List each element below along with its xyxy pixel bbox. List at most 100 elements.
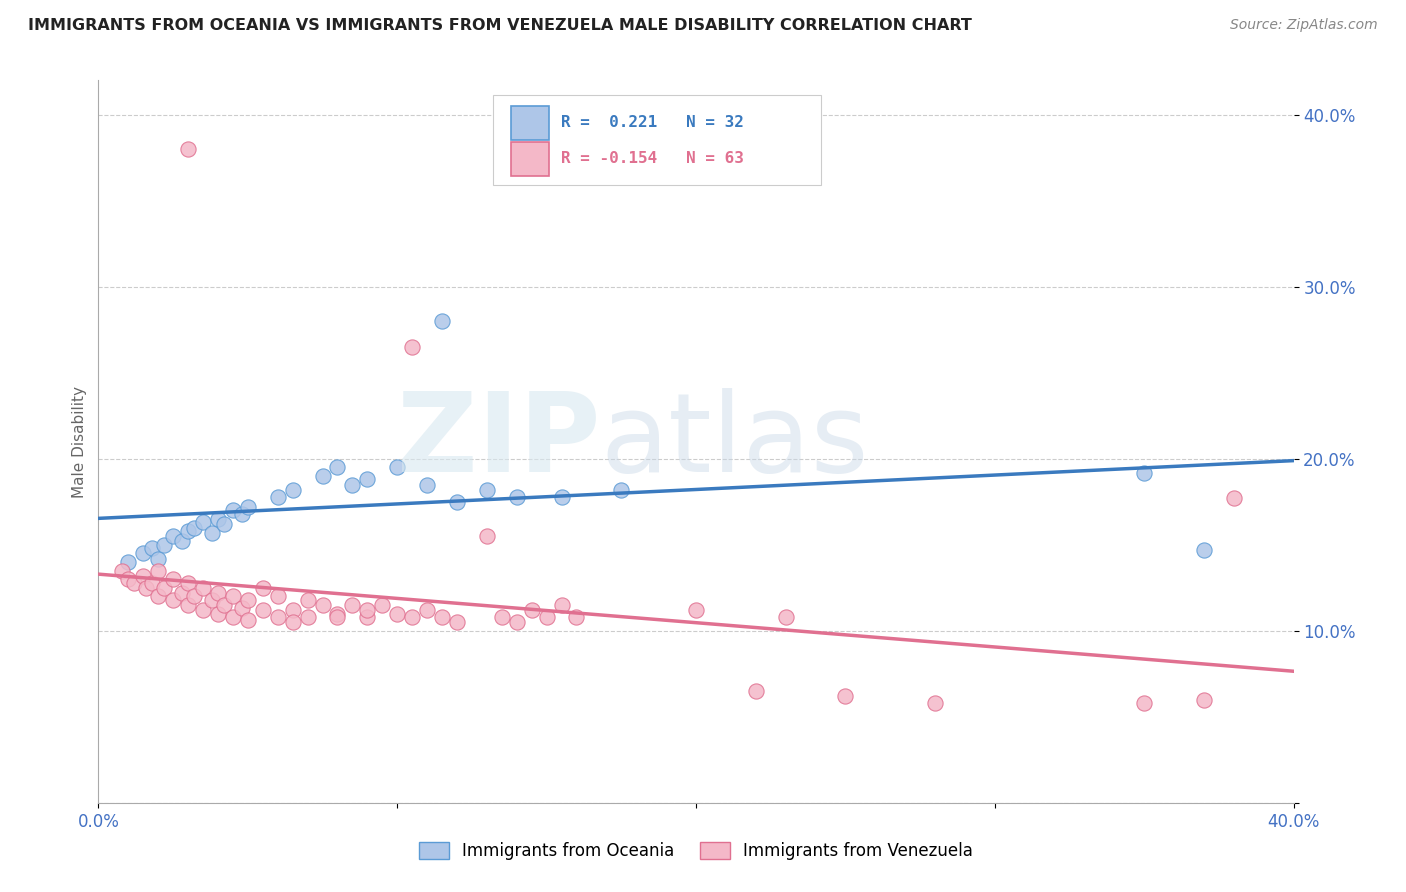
- Y-axis label: Male Disability: Male Disability: [72, 385, 87, 498]
- Point: [342, 477, 364, 491]
- Point: [326, 610, 349, 624]
- Point: [1223, 491, 1246, 506]
- Point: [385, 607, 409, 621]
- Point: [475, 483, 498, 497]
- Point: [177, 598, 200, 612]
- Point: [132, 546, 155, 560]
- Point: [201, 525, 224, 540]
- Point: [172, 586, 194, 600]
- Text: ZIP: ZIP: [396, 388, 600, 495]
- Point: [1133, 466, 1156, 480]
- Point: [222, 590, 245, 604]
- FancyBboxPatch shape: [510, 106, 548, 139]
- Point: [281, 615, 304, 630]
- Point: [430, 610, 453, 624]
- Point: [207, 512, 229, 526]
- Point: [191, 603, 214, 617]
- Point: [201, 592, 224, 607]
- Point: [385, 460, 409, 475]
- Point: [124, 575, 146, 590]
- FancyBboxPatch shape: [494, 95, 821, 185]
- Text: IMMIGRANTS FROM OCEANIA VS IMMIGRANTS FROM VENEZUELA MALE DISABILITY CORRELATION: IMMIGRANTS FROM OCEANIA VS IMMIGRANTS FR…: [28, 18, 972, 33]
- Point: [148, 551, 170, 566]
- Point: [267, 490, 290, 504]
- Point: [401, 340, 423, 354]
- Point: [191, 516, 214, 530]
- Text: atlas: atlas: [600, 388, 869, 495]
- Text: R =  0.221   N = 32: R = 0.221 N = 32: [561, 115, 744, 129]
- Point: [446, 615, 468, 630]
- Point: [236, 500, 259, 514]
- Point: [153, 538, 176, 552]
- Point: [342, 598, 364, 612]
- Point: [430, 314, 453, 328]
- Point: [311, 598, 333, 612]
- Point: [141, 575, 163, 590]
- Point: [183, 590, 205, 604]
- Point: [356, 610, 378, 624]
- Point: [117, 555, 139, 569]
- Point: [565, 610, 588, 624]
- Point: [207, 607, 229, 621]
- Point: [1192, 542, 1215, 557]
- Point: [267, 610, 290, 624]
- Point: [834, 689, 856, 703]
- Point: [162, 592, 184, 607]
- Point: [685, 603, 707, 617]
- Point: [775, 610, 797, 624]
- Point: [1133, 696, 1156, 710]
- Point: [177, 575, 200, 590]
- Point: [297, 610, 319, 624]
- Point: [177, 142, 200, 156]
- Point: [207, 586, 229, 600]
- Point: [222, 610, 245, 624]
- Point: [252, 603, 274, 617]
- Point: [183, 520, 205, 534]
- Point: [1192, 692, 1215, 706]
- Point: [446, 494, 468, 508]
- Point: [162, 529, 184, 543]
- Point: [231, 601, 253, 615]
- Point: [222, 503, 245, 517]
- Point: [356, 603, 378, 617]
- Point: [506, 490, 529, 504]
- Point: [326, 460, 349, 475]
- Point: [297, 592, 319, 607]
- Point: [117, 572, 139, 586]
- Point: [416, 477, 439, 491]
- Point: [252, 581, 274, 595]
- Legend: Immigrants from Oceania, Immigrants from Venezuela: Immigrants from Oceania, Immigrants from…: [412, 835, 980, 867]
- Point: [550, 490, 572, 504]
- Point: [371, 598, 394, 612]
- Point: [153, 581, 176, 595]
- Point: [356, 472, 378, 486]
- Point: [191, 581, 214, 595]
- Point: [610, 483, 633, 497]
- Point: [401, 610, 423, 624]
- Point: [745, 684, 768, 698]
- Point: [236, 614, 259, 628]
- Point: [172, 534, 194, 549]
- Point: [506, 615, 529, 630]
- Point: [148, 590, 170, 604]
- Point: [924, 696, 946, 710]
- Point: [177, 524, 200, 538]
- Point: [475, 529, 498, 543]
- Point: [111, 564, 134, 578]
- Point: [281, 483, 304, 497]
- Point: [416, 603, 439, 617]
- Point: [491, 610, 513, 624]
- Point: [135, 581, 157, 595]
- Point: [141, 541, 163, 556]
- Point: [550, 598, 572, 612]
- Point: [281, 603, 304, 617]
- Point: [520, 603, 543, 617]
- Point: [132, 568, 155, 582]
- Point: [162, 572, 184, 586]
- Text: R = -0.154   N = 63: R = -0.154 N = 63: [561, 151, 744, 166]
- Point: [267, 590, 290, 604]
- Point: [236, 592, 259, 607]
- Point: [326, 607, 349, 621]
- Point: [148, 564, 170, 578]
- Point: [536, 610, 558, 624]
